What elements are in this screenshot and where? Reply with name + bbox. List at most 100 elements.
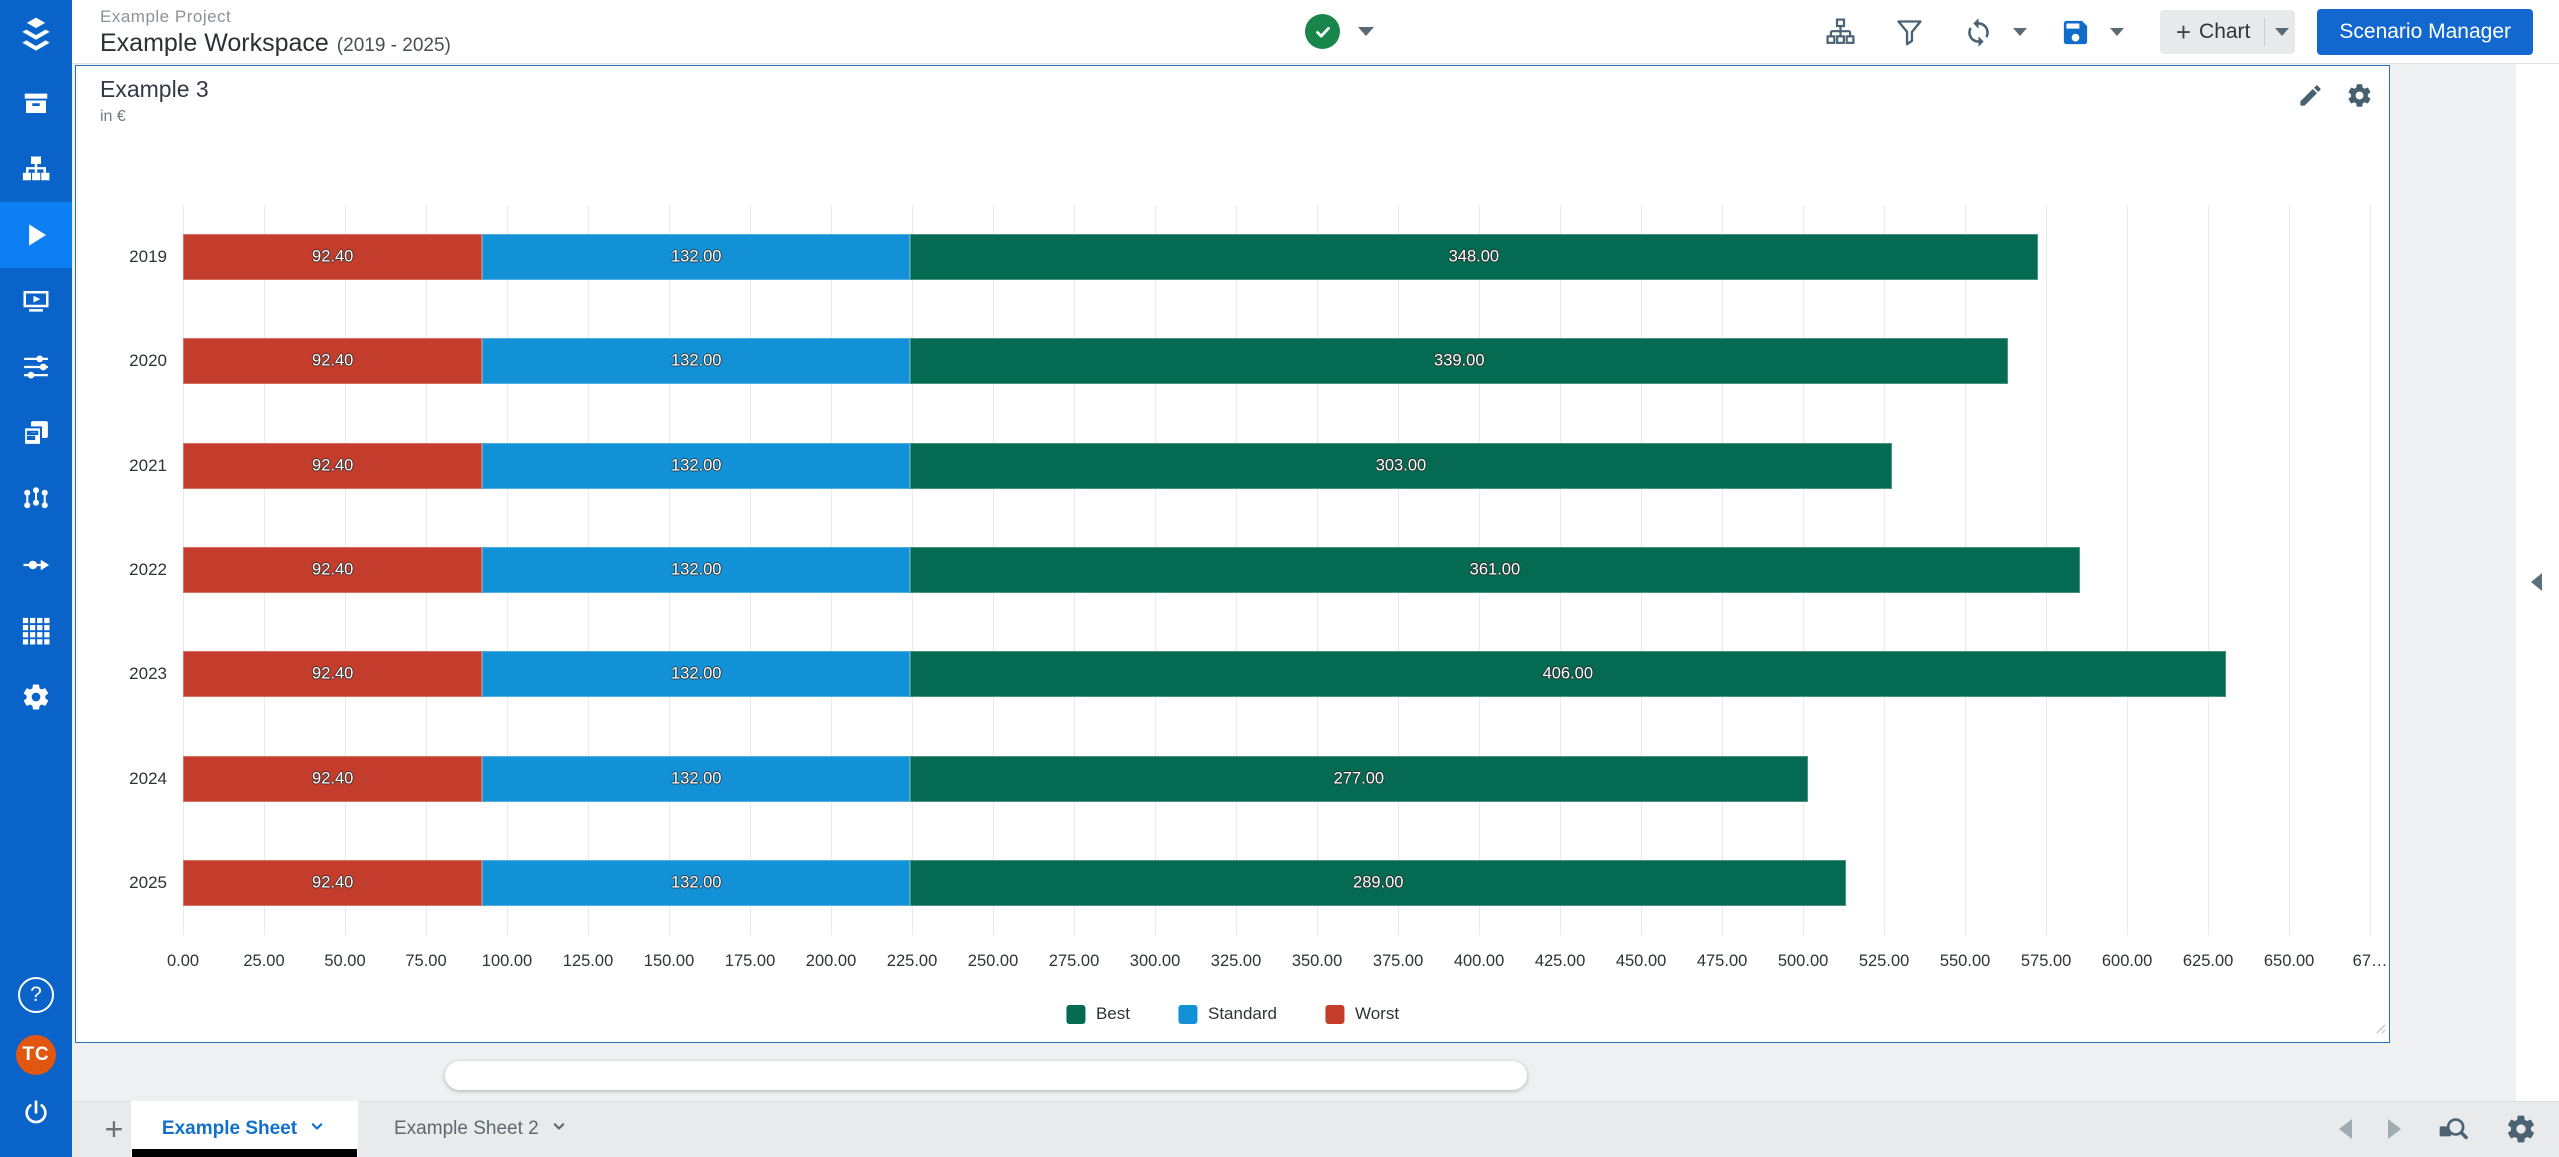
bar-value-label: 132.00	[671, 665, 721, 684]
chart-unit: in €	[100, 108, 126, 126]
app-logo[interactable]	[0, 0, 72, 70]
bar-segment-best[interactable]: 361.00	[910, 547, 2080, 593]
scenario-status-dropdown[interactable]	[1305, 14, 1374, 49]
legend-item-best[interactable]: Best	[1066, 1004, 1130, 1024]
bar-value-label: 339.00	[1434, 352, 1484, 371]
save-button[interactable]	[2060, 17, 2091, 48]
y-category-label: 2023	[91, 664, 167, 684]
bar-segment-worst[interactable]: 92.40	[183, 756, 482, 802]
hierarchy-icon	[1825, 17, 1856, 48]
sidebar-item-data-grid[interactable]	[0, 598, 72, 664]
x-tick-label: 450.00	[1616, 952, 1666, 971]
bar-segment-best[interactable]: 406.00	[910, 651, 2225, 697]
tab-example-sheet[interactable]: Example Sheet	[131, 1101, 358, 1157]
x-tick-label: 0.00	[167, 952, 199, 971]
bar-segment-best[interactable]: 277.00	[910, 756, 1808, 802]
bar-segment-standard[interactable]: 132.00	[482, 443, 910, 489]
chart-card: Example 3 in € 201992.40132.00348.002020…	[75, 65, 2390, 1043]
bar-value-label: 277.00	[1334, 769, 1384, 788]
chevron-down-icon[interactable]	[307, 1116, 327, 1142]
sidebar-item-model-hierarchy[interactable]	[0, 136, 72, 202]
filter-button[interactable]	[1894, 17, 1925, 48]
logout-button[interactable]	[0, 1097, 72, 1129]
legend-item-worst[interactable]: Worst	[1325, 1004, 1399, 1024]
sidebar-item-dependencies[interactable]	[0, 466, 72, 532]
user-avatar[interactable]: TC	[16, 1035, 56, 1075]
bar-segment-worst[interactable]: 92.40	[183, 651, 482, 697]
zoom-search-button[interactable]	[2437, 1113, 2469, 1145]
org-chart-icon	[21, 154, 51, 184]
prev-sheet-button[interactable]	[2339, 1119, 2352, 1139]
add-chart-button[interactable]: + Chart	[2160, 10, 2296, 54]
y-category-label: 2025	[91, 873, 167, 893]
sidebar-item-data-flow[interactable]	[0, 532, 72, 598]
collapse-panel-arrow-icon[interactable]	[2531, 573, 2542, 591]
sidebar-item-reports[interactable]	[0, 400, 72, 466]
bar-segment-worst[interactable]: 92.40	[183, 547, 482, 593]
horizontal-scrollbar-thumb[interactable]	[445, 1061, 1527, 1090]
hierarchy-button[interactable]	[1825, 17, 1856, 48]
bar-segment-standard[interactable]: 132.00	[482, 547, 910, 593]
next-arrow-icon	[2388, 1119, 2401, 1139]
bar-segment-standard[interactable]: 132.00	[482, 234, 910, 280]
legend-label: Standard	[1208, 1004, 1277, 1024]
chart-dropdown-caret[interactable]	[2275, 28, 2289, 36]
bar-segment-best[interactable]: 339.00	[910, 338, 2008, 384]
stacked-bar: 92.40132.00361.00	[183, 547, 2385, 593]
bar-value-label: 92.40	[312, 873, 353, 892]
plot-area: 201992.40132.00348.00202092.40132.00339.…	[183, 205, 2385, 935]
refresh-dropdown-caret[interactable]	[2013, 28, 2027, 36]
x-tick-label: 500.00	[1778, 952, 1828, 971]
bar-value-label: 132.00	[671, 873, 721, 892]
help-button[interactable]: ?	[18, 977, 54, 1013]
check-circle-icon	[1305, 14, 1340, 49]
bar-segment-worst[interactable]: 92.40	[183, 860, 482, 906]
bar-value-label: 348.00	[1449, 248, 1499, 267]
sidebar-item-settings[interactable]	[0, 664, 72, 730]
filter-icon	[1894, 17, 1925, 48]
x-tick-label: 525.00	[1859, 952, 1909, 971]
edit-pencil-icon[interactable]	[2297, 82, 2324, 109]
sidebar-item-archive[interactable]	[0, 70, 72, 136]
chevron-down-icon[interactable]	[549, 1116, 569, 1142]
bar-segment-standard[interactable]: 132.00	[482, 651, 910, 697]
save-dropdown-caret[interactable]	[2110, 28, 2124, 36]
x-tick-label: 550.00	[1940, 952, 1990, 971]
flow-arrow-icon	[21, 550, 51, 580]
bar-segment-best[interactable]: 303.00	[910, 443, 1892, 489]
bar-segment-best[interactable]: 348.00	[910, 234, 2038, 280]
x-tick-label: 50.00	[324, 952, 365, 971]
bar-segment-worst[interactable]: 92.40	[183, 443, 482, 489]
sidebar-item-assumptions[interactable]	[0, 334, 72, 400]
sheet-tab-bar: + Example Sheet Example Sheet 2	[72, 1101, 2559, 1157]
sidebar-item-presentation[interactable]	[0, 268, 72, 334]
stacked-bar: 92.40132.00303.00	[183, 443, 2385, 489]
add-sheet-button[interactable]: +	[96, 1101, 132, 1157]
y-category-label: 2021	[91, 456, 167, 476]
x-tick-label: 375.00	[1373, 952, 1423, 971]
gear-icon	[2505, 1113, 2537, 1145]
copy-docs-icon	[21, 418, 51, 448]
sidebar: ? TC	[0, 0, 72, 1157]
bar-segment-worst[interactable]: 92.40	[183, 338, 482, 384]
x-tick-label: 475.00	[1697, 952, 1747, 971]
bar-segment-standard[interactable]: 132.00	[482, 756, 910, 802]
chart-title: Example 3	[100, 76, 209, 103]
bar-segment-worst[interactable]: 92.40	[183, 234, 482, 280]
bar-segment-best[interactable]: 289.00	[910, 860, 1846, 906]
bar-segment-standard[interactable]: 132.00	[482, 860, 910, 906]
gear-icon	[21, 682, 51, 712]
tab-example-sheet-2[interactable]: Example Sheet 2	[372, 1101, 591, 1157]
sheet-settings-button[interactable]	[2505, 1113, 2537, 1145]
refresh-button[interactable]	[1963, 17, 1994, 48]
bar-segment-standard[interactable]: 132.00	[482, 338, 910, 384]
chart-row: 202592.40132.00289.00	[183, 831, 2385, 935]
zoom-search-icon	[2437, 1113, 2469, 1145]
project-name: Example Project	[100, 7, 451, 27]
sidebar-item-simulation[interactable]	[0, 202, 72, 268]
card-resize-handle[interactable]	[2373, 1021, 2386, 1039]
legend-item-standard[interactable]: Standard	[1178, 1004, 1277, 1024]
chart-settings-gear-icon[interactable]	[2346, 82, 2373, 109]
next-sheet-button[interactable]	[2388, 1119, 2401, 1139]
scenario-manager-button[interactable]: Scenario Manager	[2317, 9, 2533, 55]
